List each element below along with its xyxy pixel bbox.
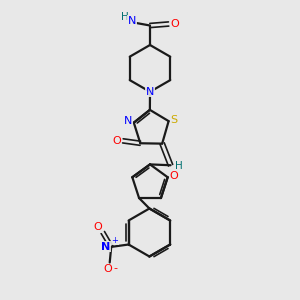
Text: H: H [175,161,183,171]
Text: O: O [112,136,121,146]
Text: O: O [93,222,102,232]
Text: O: O [169,171,178,181]
Text: -: - [113,263,117,273]
Text: N: N [128,16,136,26]
Text: +: + [111,236,118,245]
Text: O: O [171,19,180,29]
Text: O: O [104,264,112,274]
Text: N: N [146,87,154,97]
Text: N: N [124,116,132,126]
Text: S: S [170,115,178,124]
Text: H: H [121,12,129,22]
Text: N: N [101,242,110,252]
